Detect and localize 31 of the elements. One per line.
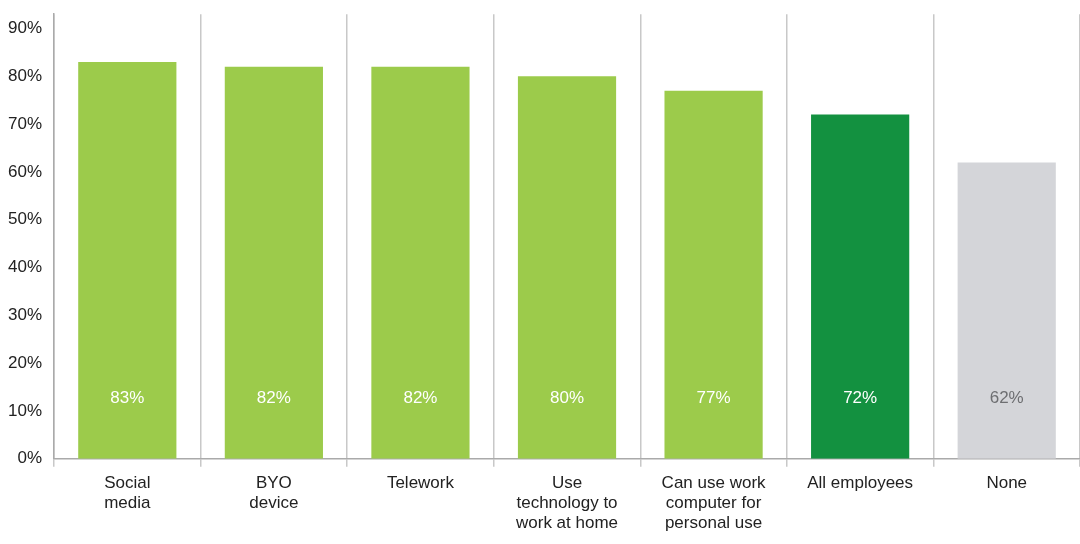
data-label: 77% [696, 388, 731, 408]
x-tick-label: Social media [104, 472, 151, 513]
bar [517, 76, 617, 459]
x-tick-label: All employees [807, 472, 914, 492]
data-label: 82% [403, 388, 438, 408]
y-tick-label: 0% [17, 448, 43, 468]
x-tick-label: Can use work computer for personal use [661, 472, 767, 533]
data-label: 72% [843, 388, 878, 408]
bar [957, 162, 1056, 459]
bar [224, 66, 323, 459]
y-tick-label: 80% [7, 66, 43, 86]
y-tick-label: 10% [7, 400, 43, 420]
y-tick-label: 40% [7, 257, 43, 277]
bar [811, 114, 910, 459]
data-label: 80% [550, 388, 585, 408]
y-tick-label: 60% [7, 161, 43, 181]
bar [78, 62, 177, 459]
bar [664, 90, 763, 459]
y-tick-label: 50% [7, 209, 43, 229]
y-tick-label: 30% [7, 305, 43, 325]
data-label: 82% [256, 388, 291, 408]
x-tick-label: Use technology to work at home [514, 472, 619, 533]
data-label: 83% [110, 388, 145, 408]
x-tick-label: BYO device [249, 472, 299, 513]
bar [371, 66, 470, 459]
y-tick-label: 70% [7, 113, 43, 133]
x-tick-label: Telework [386, 472, 455, 492]
y-tick-label: 20% [7, 352, 43, 372]
data-label: 62% [989, 388, 1024, 408]
y-tick-label: 90% [7, 18, 43, 38]
x-tick-label: None [986, 472, 1028, 492]
